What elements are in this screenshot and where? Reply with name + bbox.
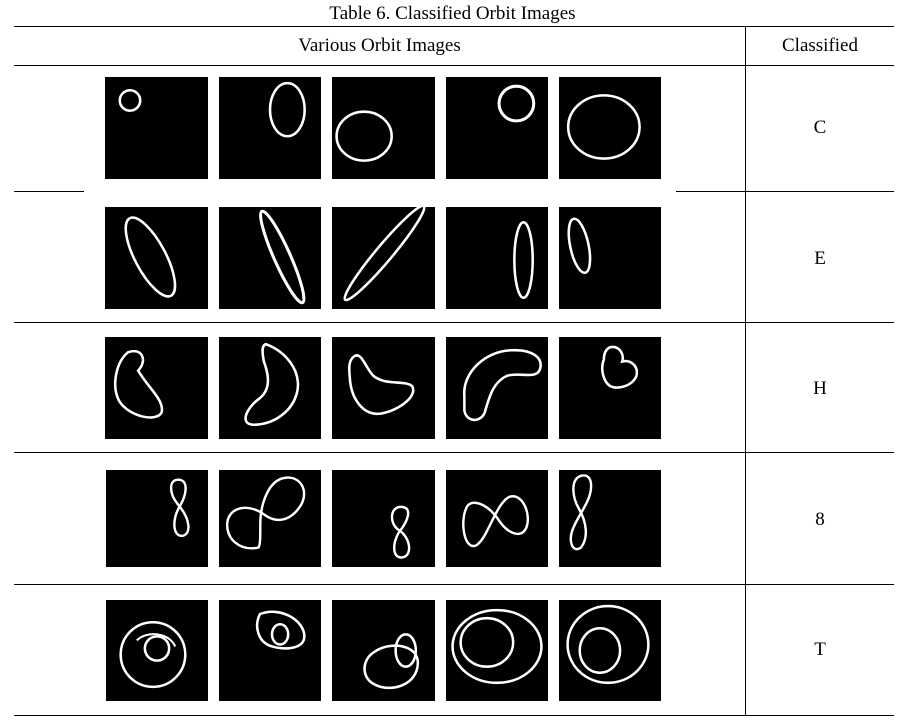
header-images-column: Various Orbit Images — [298, 35, 461, 56]
header-rule — [14, 65, 894, 66]
table-top-rule — [14, 26, 894, 27]
orbit-image-t-4 — [446, 600, 548, 701]
row-rule-3 — [14, 452, 894, 453]
orbit-image-c-1 — [105, 77, 208, 179]
orbit-image-e-1 — [105, 207, 208, 309]
orbit-image-h-5 — [559, 337, 661, 439]
class-label-e: E — [814, 248, 826, 269]
column-divider — [745, 26, 746, 715]
orbit-image-t-1 — [106, 600, 208, 701]
header-class-column: Classified — [782, 35, 858, 56]
orbit-image-8-5 — [559, 470, 661, 567]
class-label-t: T — [814, 639, 826, 660]
orbit-image-t-3 — [332, 600, 435, 701]
orbit-image-e-4 — [446, 207, 548, 309]
row-rule-4 — [14, 584, 894, 585]
row-rule-right-1 — [676, 191, 894, 192]
row-rule-left-1 — [14, 191, 84, 192]
orbit-image-h-4 — [446, 337, 548, 439]
orbit-image-h-3 — [332, 337, 435, 439]
orbit-image-8-2 — [219, 470, 321, 567]
orbit-image-8-1 — [106, 470, 208, 567]
orbit-image-t-5 — [559, 600, 661, 701]
orbit-image-8-3 — [332, 470, 435, 567]
orbit-image-8-4 — [446, 470, 548, 567]
row-rule-2 — [14, 322, 894, 323]
table-bottom-rule — [14, 715, 894, 716]
orbit-image-h-2 — [219, 337, 321, 439]
orbit-image-c-3 — [332, 77, 435, 179]
class-label-c: C — [813, 117, 827, 138]
orbit-image-c-4 — [446, 77, 548, 179]
orbit-image-t-2 — [219, 600, 321, 701]
orbit-image-h-1 — [105, 337, 208, 439]
orbit-image-c-2 — [219, 77, 321, 179]
orbit-image-e-3 — [332, 207, 435, 309]
class-label-h: H — [813, 378, 827, 399]
orbit-image-e-5 — [559, 207, 661, 309]
class-label-8: 8 — [815, 509, 825, 530]
table-caption: Table 6. Classified Orbit Images — [329, 3, 576, 24]
orbit-image-c-5 — [559, 77, 661, 179]
orbit-image-e-2 — [219, 207, 321, 309]
